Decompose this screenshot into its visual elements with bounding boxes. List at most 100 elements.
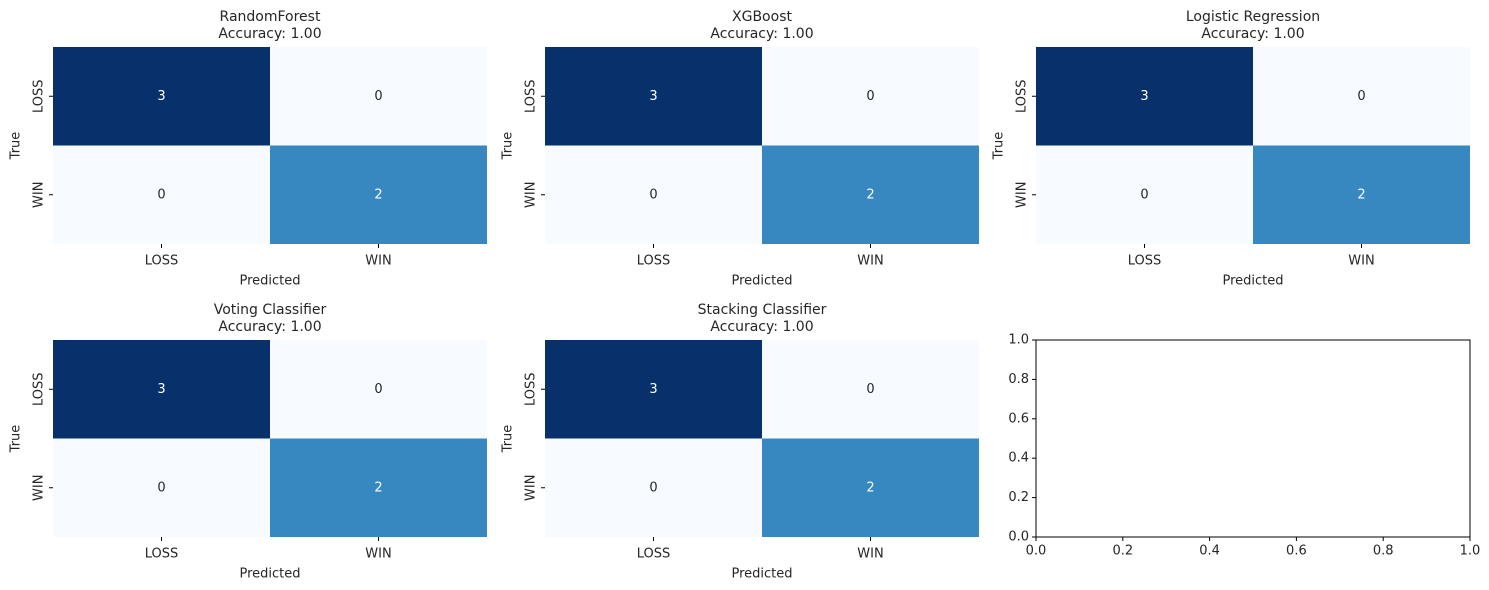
- subplot-title: XGBoost: [732, 9, 792, 25]
- heatmap-cell: [762, 438, 979, 537]
- axes-frame: [1035, 339, 1471, 538]
- heatmap-cell: [1253, 47, 1470, 146]
- cell-value-label: 0: [1140, 187, 1148, 202]
- x-axis-label: Predicted: [239, 567, 300, 582]
- y-axis-label: True: [9, 425, 24, 454]
- x-tick-label: LOSS: [145, 547, 179, 562]
- heatmap-cell: [270, 145, 487, 244]
- y-axis-label: True: [501, 132, 516, 161]
- cell-value-label: 0: [374, 382, 382, 397]
- x-tick-label: WIN: [857, 547, 883, 562]
- cell-value-label: 2: [374, 480, 382, 495]
- subplot-accuracy-label: Accuracy: 1.00: [218, 319, 321, 335]
- subplot-title: Stacking Classifier: [698, 302, 827, 318]
- heatmap-cell: [762, 47, 979, 146]
- y-axis-label: True: [501, 425, 516, 454]
- y-tick-label: WIN: [524, 475, 539, 501]
- subplot-6: [1032, 339, 1471, 541]
- x-tick-label: 0.0: [1026, 544, 1047, 559]
- subplot-title: RandomForest: [220, 9, 321, 25]
- x-tick-label: 0.2: [1112, 544, 1133, 559]
- heatmap-cell: [545, 438, 762, 537]
- y-tick-label: 0.6: [1008, 411, 1029, 426]
- heatmap-cell: [53, 340, 270, 439]
- x-tick-label: WIN: [857, 254, 883, 269]
- cell-value-label: 3: [649, 382, 657, 397]
- heatmap-cell: [1036, 145, 1253, 244]
- cell-value-label: 2: [1357, 187, 1365, 202]
- cell-value-label: 3: [157, 382, 165, 397]
- y-tick-label: LOSS: [32, 372, 47, 406]
- heatmap-cell: [53, 145, 270, 244]
- subplot-1: [49, 47, 487, 248]
- x-tick-label: 1.0: [1460, 544, 1481, 559]
- subplot-5: [541, 340, 979, 541]
- heatmap-cell: [545, 340, 762, 439]
- y-tick-label: 0.8: [1008, 372, 1029, 387]
- heatmap-cell: [270, 438, 487, 537]
- cell-value-label: 3: [649, 89, 657, 104]
- heatmap-cell: [1253, 145, 1470, 244]
- heatmap-cell: [762, 340, 979, 439]
- y-tick-label: 0.2: [1008, 490, 1029, 505]
- x-tick-label: LOSS: [145, 254, 179, 269]
- subplot-title: Logistic Regression: [1186, 9, 1320, 25]
- heatmap-cell: [270, 47, 487, 146]
- x-axis-label: Predicted: [1222, 274, 1283, 289]
- y-tick-label: 0.0: [1008, 530, 1029, 545]
- subplot-2: [541, 47, 979, 248]
- cell-value-label: 3: [1140, 89, 1148, 104]
- y-tick-label: 1.0: [1008, 333, 1029, 348]
- y-tick-label: LOSS: [524, 372, 539, 406]
- cell-value-label: 2: [866, 480, 874, 495]
- subplot-accuracy-label: Accuracy: 1.00: [710, 26, 813, 42]
- y-axis-label: True: [992, 132, 1007, 161]
- y-axis-label: True: [9, 132, 24, 161]
- x-axis-label: Predicted: [731, 567, 792, 582]
- subplot-4: [49, 340, 487, 541]
- subplot-title: Voting Classifier: [214, 302, 327, 318]
- x-tick-label: 0.8: [1373, 544, 1394, 559]
- y-tick-label: WIN: [524, 182, 539, 208]
- y-tick-label: WIN: [1015, 182, 1030, 208]
- heatmap-cell: [545, 145, 762, 244]
- y-tick-label: LOSS: [1015, 79, 1030, 113]
- cell-value-label: 0: [649, 187, 657, 202]
- y-tick-label: 0.4: [1008, 451, 1029, 466]
- heatmap-cell: [1036, 47, 1253, 146]
- x-tick-label: 0.6: [1286, 544, 1307, 559]
- cell-value-label: 3: [157, 89, 165, 104]
- cell-value-label: 0: [866, 89, 874, 104]
- subplot-accuracy-label: Accuracy: 1.00: [710, 319, 813, 335]
- x-axis-label: Predicted: [731, 274, 792, 289]
- x-tick-label: LOSS: [637, 254, 671, 269]
- x-tick-label: WIN: [1348, 254, 1374, 269]
- heatmap-cell: [762, 145, 979, 244]
- cell-value-label: 0: [157, 187, 165, 202]
- y-tick-label: LOSS: [32, 79, 47, 113]
- x-tick-label: WIN: [365, 254, 391, 269]
- x-axis-label: Predicted: [239, 274, 300, 289]
- cell-value-label: 2: [374, 187, 382, 202]
- subplot-3: [1032, 47, 1470, 248]
- cell-value-label: 0: [1357, 89, 1365, 104]
- cell-value-label: 2: [866, 187, 874, 202]
- subplot-accuracy-label: Accuracy: 1.00: [1201, 26, 1304, 42]
- heatmap-cell: [53, 438, 270, 537]
- x-tick-label: 0.4: [1199, 544, 1220, 559]
- heatmap-cell: [53, 47, 270, 146]
- cell-value-label: 0: [374, 89, 382, 104]
- x-tick-label: LOSS: [1128, 254, 1162, 269]
- cell-value-label: 0: [866, 382, 874, 397]
- y-tick-label: LOSS: [524, 79, 539, 113]
- y-tick-label: WIN: [32, 182, 47, 208]
- cell-value-label: 0: [649, 480, 657, 495]
- subplot-accuracy-label: Accuracy: 1.00: [218, 26, 321, 42]
- y-tick-label: WIN: [32, 475, 47, 501]
- x-tick-label: LOSS: [637, 547, 671, 562]
- x-tick-label: WIN: [365, 547, 391, 562]
- heatmap-cell: [545, 47, 762, 146]
- cell-value-label: 0: [157, 480, 165, 495]
- heatmap-cell: [270, 340, 487, 439]
